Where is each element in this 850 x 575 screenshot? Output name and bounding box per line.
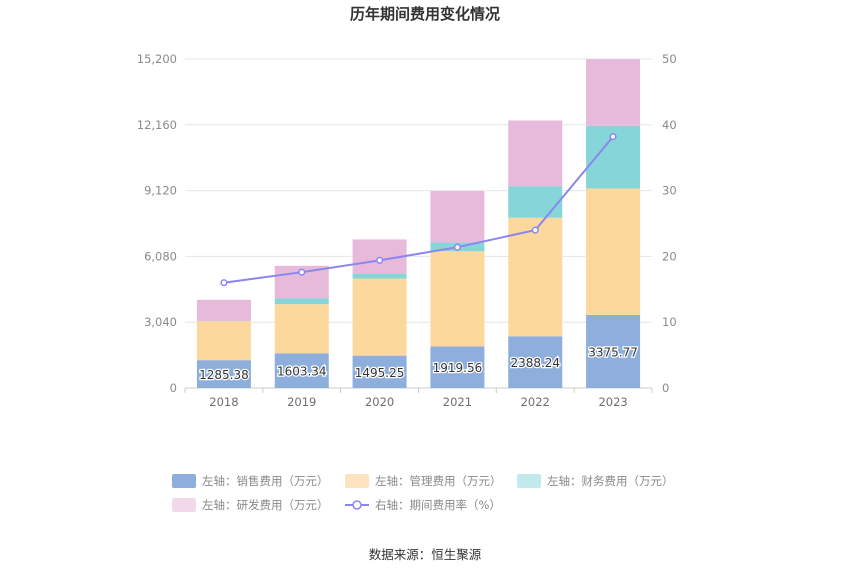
right-tick-label: 40 xyxy=(662,118,677,132)
bar-data-label: 1603.34 xyxy=(277,365,327,379)
right-axis-ticks: 0 10 20 30 40 50 xyxy=(662,52,677,395)
bar-segment xyxy=(274,353,329,388)
bar-segment xyxy=(352,278,407,356)
left-tick-label: 15,200 xyxy=(137,52,177,66)
x-tick-label: 2018 xyxy=(209,395,238,409)
bar-data-label: 1285.38 xyxy=(199,368,249,382)
right-tick-label: 20 xyxy=(662,249,677,263)
bar-segment xyxy=(430,251,485,347)
bar-segment xyxy=(508,217,563,337)
rate-point xyxy=(220,279,228,287)
line-series xyxy=(220,133,617,287)
legend-label: 左轴：研发费用（万元） xyxy=(202,498,329,512)
bar-segment xyxy=(196,321,251,361)
bar-segment xyxy=(352,355,407,388)
left-tick-label: 3,040 xyxy=(144,315,177,329)
x-tick-label: 2019 xyxy=(287,395,316,409)
left-axis-ticks: 0 3,040 6,080 9,120 12,160 15,200 xyxy=(137,52,177,395)
grid-lines xyxy=(185,58,652,389)
bar-segment xyxy=(508,120,563,187)
legend-label: 左轴：财务费用（万元） xyxy=(547,474,674,488)
rate-point xyxy=(609,133,617,141)
bar-data-label: 3375.77 xyxy=(588,345,638,359)
right-tick-label: 10 xyxy=(662,315,677,329)
legend-label: 左轴：管理费用（万元） xyxy=(375,474,502,488)
bar-data-label: 2388.24 xyxy=(510,356,560,370)
legend-line-marker xyxy=(352,500,362,510)
bar-segment xyxy=(586,59,641,126)
legend: 左轴：销售费用（万元） 左轴：管理费用（万元） 左轴：财务费用（万元） 左轴：研发费用… xyxy=(172,474,674,512)
x-axis: 2018 2019 2020 2021 2022 2023 xyxy=(184,388,653,409)
legend-swatch xyxy=(172,498,196,512)
chart-title: 历年期间费用变化情况 xyxy=(350,5,500,23)
rate-point xyxy=(298,268,306,276)
rate-point xyxy=(453,243,461,251)
source-note: 数据来源：恒生聚源 xyxy=(369,547,482,562)
bar-data-label: 1919.56 xyxy=(433,361,483,375)
bar-data-label: 1495.25 xyxy=(355,366,405,380)
bar-segment xyxy=(352,273,407,279)
bar-segment xyxy=(274,304,329,354)
x-tick-label: 2023 xyxy=(598,395,627,409)
bar-segment xyxy=(508,186,563,218)
bar-segment xyxy=(196,299,251,322)
left-tick-label: 0 xyxy=(170,381,177,395)
left-tick-label: 9,120 xyxy=(144,184,177,198)
right-tick-label: 30 xyxy=(662,184,677,198)
bar-segment xyxy=(274,298,329,305)
bar-segment xyxy=(430,346,485,388)
data-labels: 1285.38 1603.34 1495.25 1919.56 2388.24 3375.… xyxy=(198,344,639,383)
bar-series xyxy=(196,59,641,388)
legend-swatch xyxy=(172,474,196,488)
right-tick-label: 0 xyxy=(662,381,669,395)
x-tick-label: 2021 xyxy=(443,395,472,409)
bar-segment xyxy=(430,191,485,243)
rate-line xyxy=(223,136,614,284)
x-tick-label: 2022 xyxy=(521,395,550,409)
rate-point xyxy=(376,256,384,264)
bar-segment xyxy=(586,188,641,315)
legend-label: 右轴：期间费用率（%） xyxy=(375,498,501,512)
bar-segment xyxy=(586,314,641,388)
legend-swatch xyxy=(517,474,541,488)
x-tick-label: 2020 xyxy=(365,395,394,409)
legend-label: 左轴：销售费用（万元） xyxy=(202,474,329,488)
bar-segment xyxy=(196,360,251,388)
rate-point xyxy=(531,226,539,234)
bar-segment xyxy=(508,336,563,388)
left-tick-label: 12,160 xyxy=(137,118,177,132)
legend-swatch xyxy=(345,474,369,488)
left-tick-label: 6,080 xyxy=(144,249,177,263)
right-tick-label: 50 xyxy=(662,52,677,66)
